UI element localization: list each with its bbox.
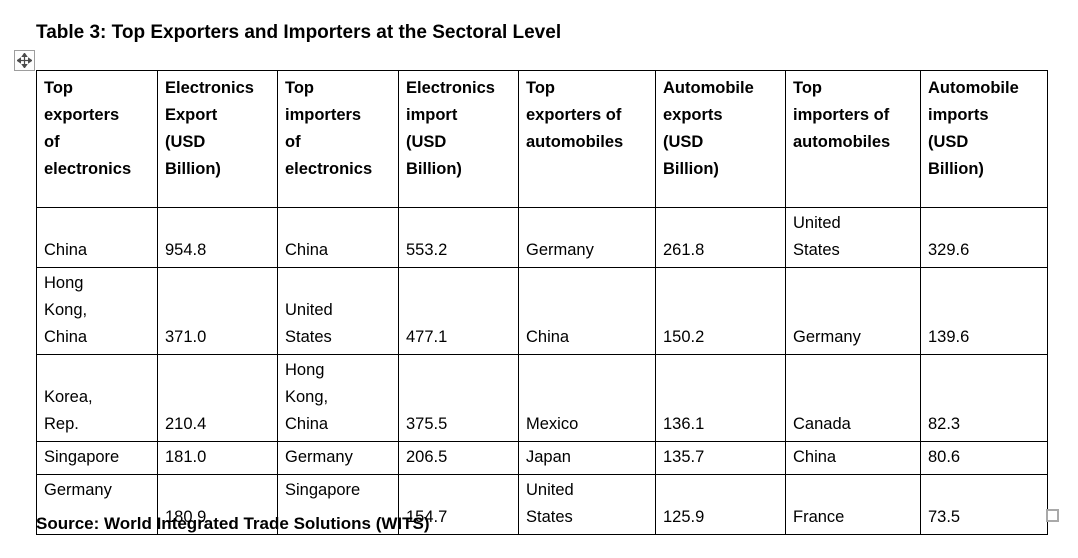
cell-electronics-exporter[interactable]: Singapore [36, 441, 158, 475]
table-row: Korea, Rep. 210.4 Hong Kong, China 375.5… [36, 354, 1048, 442]
cell-electronics-import-value[interactable]: 375.5 [398, 354, 519, 442]
table-move-handle[interactable] [14, 50, 35, 71]
header-row: Top exporters of electronics Electronics… [36, 70, 1048, 208]
cell-electronics-importer[interactable]: Germany [277, 441, 399, 475]
cell-automobile-exporter[interactable]: United States [518, 474, 656, 535]
cell-electronics-import-value[interactable]: 206.5 [398, 441, 519, 475]
cell-automobile-import-value[interactable]: 329.6 [920, 207, 1048, 268]
move-icon [17, 53, 32, 68]
cell-electronics-import-value[interactable]: 477.1 [398, 267, 519, 355]
cell-electronics-export-value[interactable]: 210.4 [157, 354, 278, 442]
cell-automobile-export-value[interactable]: 150.2 [655, 267, 786, 355]
cell-electronics-export-value[interactable]: 954.8 [157, 207, 278, 268]
cell-automobile-export-value[interactable]: 135.7 [655, 441, 786, 475]
cell-electronics-exporter[interactable]: China [36, 207, 158, 268]
header-automobile-imports[interactable]: Automobile imports (USD Billion) [920, 70, 1048, 208]
header-automobile-exports[interactable]: Automobile exports (USD Billion) [655, 70, 786, 208]
source-note[interactable]: Source: World Integrated Trade Solutions… [36, 514, 430, 533]
cell-automobile-exporter[interactable]: China [518, 267, 656, 355]
cell-automobile-importer[interactable]: United States [785, 207, 921, 268]
cell-electronics-exporter[interactable]: Korea, Rep. [36, 354, 158, 442]
table-row: Germany 180.9 Singapore 154.7 United Sta… [36, 474, 1048, 535]
cell-electronics-export-value[interactable]: 180.9 [157, 474, 278, 535]
cell-automobile-import-value[interactable]: 139.6 [920, 267, 1048, 355]
table-row: Hong Kong, China 371.0 United States 477… [36, 267, 1048, 355]
cell-electronics-exporter[interactable]: Hong Kong, China [36, 267, 158, 355]
cell-automobile-export-value[interactable]: 261.8 [655, 207, 786, 268]
cell-electronics-import-value[interactable]: 154.7 [398, 474, 519, 535]
cell-automobile-importer[interactable]: China [785, 441, 921, 475]
cell-automobile-importer[interactable]: Canada [785, 354, 921, 442]
cell-electronics-importer[interactable]: United States [277, 267, 399, 355]
cell-automobile-importer[interactable]: France [785, 474, 921, 535]
cell-automobile-export-value[interactable]: 136.1 [655, 354, 786, 442]
cell-electronics-exporter[interactable]: Germany [36, 474, 158, 535]
header-top-exporters-of-electronics[interactable]: Top exporters of electronics [36, 70, 158, 208]
cell-automobile-import-value[interactable]: 82.3 [920, 354, 1048, 442]
cell-electronics-importer[interactable]: Singapore [277, 474, 399, 535]
header-electronics-export[interactable]: Electronics Export (USD Billion) [157, 70, 278, 208]
cell-automobile-exporter[interactable]: Japan [518, 441, 656, 475]
header-top-importers-of-automobiles[interactable]: Top importers of automobiles [785, 70, 921, 208]
table-row: Singapore 181.0 Germany 206.5 Japan 135.… [36, 441, 1048, 475]
cell-automobile-importer[interactable]: Germany [785, 267, 921, 355]
header-electronics-import[interactable]: Electronics import (USD Billion) [398, 70, 519, 208]
header-top-exporters-of-automobiles[interactable]: Top exporters of automobiles [518, 70, 656, 208]
cell-automobile-exporter[interactable]: Germany [518, 207, 656, 268]
cell-electronics-importer[interactable]: Hong Kong, China [277, 354, 399, 442]
cell-electronics-import-value[interactable]: 553.2 [398, 207, 519, 268]
cell-electronics-importer[interactable]: China [277, 207, 399, 268]
cell-automobile-export-value[interactable]: 125.9 [655, 474, 786, 535]
cell-automobile-import-value[interactable]: 73.5 [920, 474, 1048, 535]
table-row: China 954.8 China 553.2 Germany 261.8 Un… [36, 207, 1048, 268]
header-top-importers-of-electronics[interactable]: Top importers of electronics [277, 70, 399, 208]
table-title[interactable]: Table 3: Top Exporters and Importers at … [36, 22, 562, 43]
cell-electronics-export-value[interactable]: 181.0 [157, 441, 278, 475]
cell-automobile-exporter[interactable]: Mexico [518, 354, 656, 442]
cell-electronics-export-value[interactable]: 371.0 [157, 267, 278, 355]
cell-automobile-import-value[interactable]: 80.6 [920, 441, 1048, 475]
table-resize-handle[interactable] [1046, 509, 1059, 522]
sectoral-trade-table: Top exporters of electronics Electronics… [36, 70, 1048, 535]
